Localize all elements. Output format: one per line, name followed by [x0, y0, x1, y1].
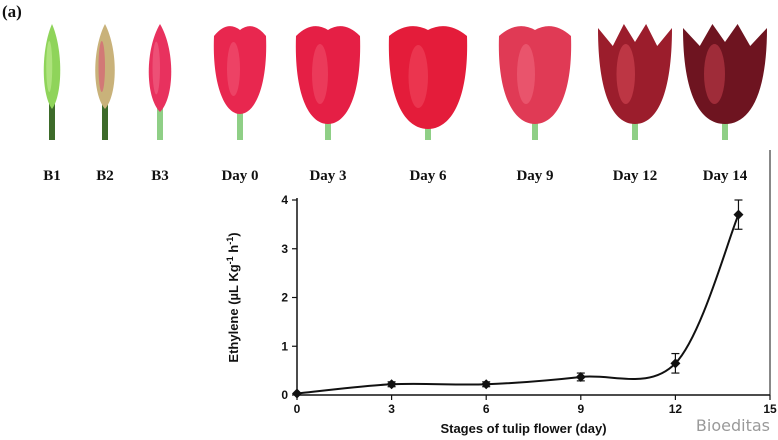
data-point	[481, 379, 492, 390]
stage-label: B1	[43, 168, 61, 184]
tulip-day-9	[498, 26, 572, 140]
y-tick-label: 4	[281, 193, 288, 207]
y-tick-label: 2	[281, 291, 288, 305]
x-tick-label: 9	[577, 402, 584, 416]
tulip-b1	[43, 24, 61, 140]
y-tick-label: 1	[281, 339, 288, 353]
x-tick-label: 3	[388, 402, 395, 416]
tulip-day-3	[295, 26, 361, 140]
series-line-ethylene	[296, 214, 740, 395]
stage-label: Day 12	[612, 168, 658, 184]
x-tick-label: 15	[763, 402, 777, 416]
x-tick-label: 6	[483, 402, 490, 416]
tulip-b2	[95, 24, 115, 140]
x-axis-title: Stages of tulip flower (day)	[440, 421, 606, 436]
stage-label: Day 3	[309, 168, 347, 184]
y-tick-label: 0	[281, 388, 288, 402]
data-point	[292, 388, 302, 399]
stage-label: Day 0	[221, 168, 259, 184]
x-tick-label: 0	[294, 402, 301, 416]
data-point	[386, 379, 397, 390]
watermark: Bioeditas	[695, 416, 770, 435]
x-tick-label: 12	[669, 402, 683, 416]
tulip-day-6	[388, 26, 468, 140]
y-tick-label: 3	[281, 242, 288, 256]
stage-label: B3	[151, 168, 169, 184]
y-axis-title: Ethylene (µL Kg-1 h-1)	[225, 232, 241, 362]
data-point	[575, 371, 586, 382]
stage-label: Day 9	[516, 168, 554, 184]
data-point	[670, 358, 681, 369]
data-point	[733, 209, 744, 220]
stage-label: B2	[96, 168, 114, 184]
tulip-day-0	[213, 26, 267, 140]
panel-label: (a)	[2, 2, 22, 21]
stage-label: Day 6	[409, 168, 447, 184]
tulip-day-12	[598, 24, 672, 140]
stage-label: Day 14	[702, 168, 748, 184]
tulip-b3	[148, 24, 172, 140]
tulip-day-14	[683, 24, 767, 140]
